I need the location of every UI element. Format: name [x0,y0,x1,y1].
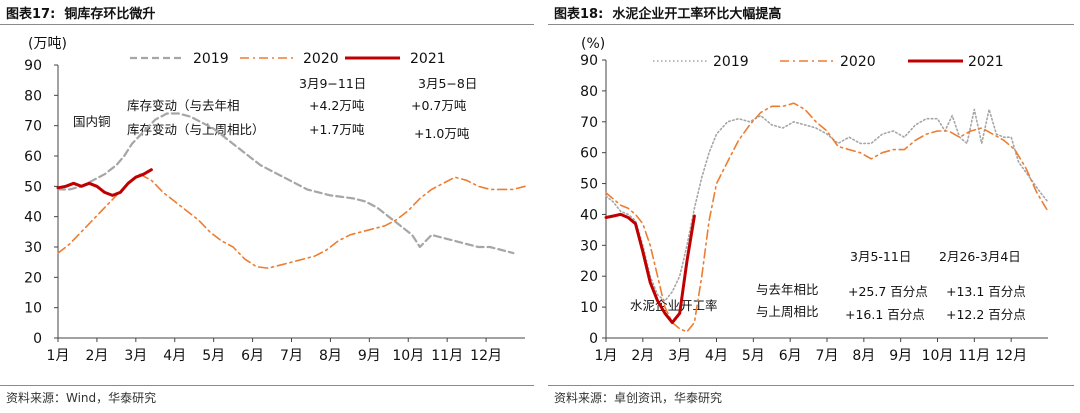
annotation-col1-row2: +16.1 百分点 [845,307,925,322]
x-tick-label: 6月 [779,348,802,364]
y-tick-label: 70 [580,115,598,131]
y-tick-label: 70 [24,119,42,135]
y-axis-unit-label: (万吨) [28,36,67,52]
x-tick-label: 2月 [85,348,108,364]
figure-title: 图表18: 水泥企业开工率环比大幅提高 [554,3,781,22]
annotation-col2-row1: +0.7万吨 [411,98,467,113]
figure-number: 图表18: [554,7,604,22]
annotation-series-label: 水泥企业开工率 [630,298,718,313]
y-tick-label: 90 [580,53,598,69]
y-tick-label: 0 [33,331,42,347]
figure-caption: 铜库存环比微升 [64,7,156,22]
x-tick-label: 1月 [595,348,618,364]
y-tick-label: 60 [580,146,598,162]
x-tick-label: 12月 [470,348,502,364]
annotation-col2-row2: +12.2 百分点 [946,307,1026,322]
annotation-col1-row1: +4.2万吨 [309,98,365,113]
x-tick-label: 4月 [705,348,728,364]
figure-caption: 水泥企业开工率环比大幅提高 [612,7,782,22]
x-tick-label: 7月 [280,348,303,364]
legend-label-2020: 2020 [840,54,876,70]
series-line-2019 [605,108,1049,302]
annotation-col1-row2: +1.7万吨 [309,122,365,137]
annotation-col1-header: 3月5-11日 [850,249,911,264]
x-tick-label: 12月 [995,348,1027,364]
legend-label-2021: 2021 [410,51,446,67]
x-tick-label: 11月 [431,348,463,364]
x-tick-label: 7月 [816,348,839,364]
series-line-2019 [56,112,515,255]
title-divider [548,24,1074,25]
y-tick-label: 40 [580,207,598,223]
series-line-2020 [605,102,1049,333]
y-tick-label: 20 [24,270,42,286]
x-tick-label: 5月 [742,348,765,364]
series-line-2021 [56,168,153,197]
chart-panel-cement-utilization: 图表18: 水泥企业开工率环比大幅提高 (%) 水泥企业开工率 与去年相比 与上… [548,0,1080,413]
x-tick-label: 4月 [163,348,186,364]
annotation-row1-label: 与去年相比 [756,282,819,297]
legend-label-2019: 2019 [713,54,749,70]
y-tick-label: 60 [24,149,42,165]
x-tick-label: 10月 [922,348,954,364]
legend-label-2019: 2019 [193,51,229,67]
source-note: 资料来源：Wind，华泰研究 [6,391,157,405]
x-tick-label: 1月 [47,348,70,364]
x-tick-label: 8月 [852,348,875,364]
y-tick-label: 50 [24,179,42,195]
figure-title: 图表17: 铜库存环比微升 [6,3,155,22]
annotation-row2-label: 库存变动（与上周相比） [127,122,265,137]
chart-cement-utilization: (%) 水泥企业开工率 与去年相比 与上周相比 3月5-11日 2月26-3月4… [580,36,1049,364]
x-tick-label: 11月 [958,348,990,364]
figure-number: 图表17: [6,7,56,22]
annotation-series-label: 国内铜 [73,114,111,129]
y-tick-label: 10 [580,300,598,316]
x-tick-label: 8月 [319,348,342,364]
y-tick-label: 30 [24,240,42,256]
x-tick-label: 2月 [631,348,654,364]
x-tick-label: 9月 [889,348,912,364]
y-tick-label: 10 [24,301,42,317]
annotation-col2-header: 2月26-3月4日 [939,249,1021,264]
x-tick-label: 6月 [241,348,264,364]
annotation-col1-row1: +25.7 百分点 [848,284,928,299]
title-divider [0,24,534,25]
x-tick-label: 9月 [358,348,381,364]
annotation-col2-row2: +1.0万吨 [414,126,470,141]
y-tick-label: 50 [580,177,598,193]
legend-label-2020: 2020 [303,51,339,67]
chart-panel-copper-inventory: 图表17: 铜库存环比微升 (万吨) 国内铜 库存变动（与去年相 库存变动（与上… [0,3,534,405]
y-tick-label: 20 [580,269,598,285]
y-tick-label: 30 [580,238,598,254]
source-note: 资料来源：卓创资讯，华泰研究 [554,391,723,405]
source-divider [548,385,1074,386]
x-tick-label: 5月 [202,348,225,364]
legend-label-2021: 2021 [968,54,1004,70]
y-tick-label: 80 [24,88,42,104]
series-line-2020 [57,173,526,269]
source-divider [0,385,534,386]
y-tick-label: 0 [589,331,598,347]
annotation-col2-header: 3月5−8日 [418,76,477,91]
x-tick-label: 10月 [392,348,424,364]
annotation-col2-row1: +13.1 百分点 [946,284,1026,299]
annotation-row1-label: 库存变动（与去年相 [127,98,240,113]
y-tick-label: 90 [24,58,42,74]
annotation-col1-header: 3月9−11日 [299,76,366,91]
y-tick-label: 80 [580,84,598,100]
y-axis-unit-label: (%) [581,36,605,52]
x-tick-label: 3月 [124,348,147,364]
y-tick-label: 40 [24,210,42,226]
annotation-row2-label: 与上周相比 [756,304,819,319]
series-line-2021 [604,212,696,325]
x-tick-label: 3月 [668,348,691,364]
chart-copper-inventory: (万吨) 国内铜 库存变动（与去年相 库存变动（与上周相比） 3月9−11日 3… [24,36,526,364]
